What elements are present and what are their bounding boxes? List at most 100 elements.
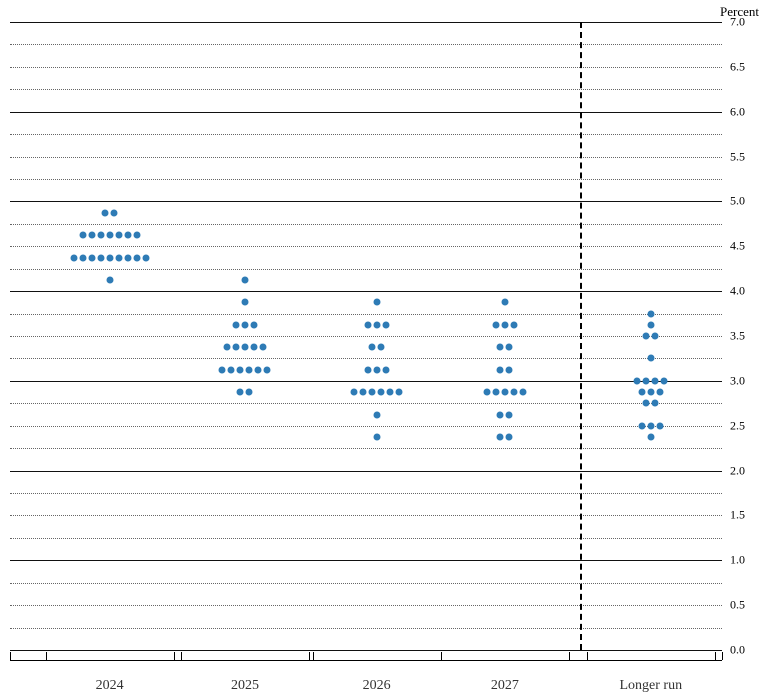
data-dot — [373, 411, 380, 418]
data-dot — [373, 299, 380, 306]
y-tick-label: 5.0 — [730, 194, 745, 209]
data-dot — [232, 344, 239, 351]
gridline-minor — [10, 448, 722, 449]
data-dot — [106, 276, 113, 283]
data-dot — [656, 422, 663, 429]
data-dot — [652, 400, 659, 407]
data-dot — [250, 344, 257, 351]
data-dot — [97, 232, 104, 239]
gridline-minor — [10, 358, 722, 359]
y-tick-label: 4.0 — [730, 284, 745, 299]
x-axis-tick — [309, 652, 310, 660]
gridline-minor — [10, 314, 722, 315]
x-tick-label: Longer run — [620, 678, 683, 694]
y-tick-label: 0.5 — [730, 598, 745, 613]
x-axis-tick — [587, 652, 588, 660]
gridline-minor — [10, 44, 722, 45]
x-axis-tick — [313, 652, 314, 660]
x-axis-line — [10, 660, 722, 661]
data-dot — [79, 254, 86, 261]
gridline-minor — [10, 515, 722, 516]
data-dot — [219, 366, 226, 373]
dot-plot-chart: Percent 0.00.51.01.52.02.53.03.54.04.55.… — [0, 0, 768, 693]
data-dot — [647, 422, 654, 429]
data-dot — [382, 321, 389, 328]
gridline-minor — [10, 403, 722, 404]
data-dot — [106, 232, 113, 239]
y-tick-label: 3.0 — [730, 373, 745, 388]
data-dot — [133, 254, 140, 261]
data-dot — [115, 232, 122, 239]
data-dot — [497, 366, 504, 373]
gridline-minor — [10, 426, 722, 427]
x-axis-tick — [569, 652, 570, 660]
data-dot — [506, 411, 513, 418]
y-tick-label: 0.0 — [730, 643, 745, 658]
data-dot — [106, 254, 113, 261]
data-dot — [237, 366, 244, 373]
data-dot — [652, 333, 659, 340]
data-dot — [232, 321, 239, 328]
data-dot — [264, 366, 271, 373]
data-dot — [241, 321, 248, 328]
data-dot — [246, 366, 253, 373]
data-dot — [647, 310, 654, 317]
data-dot — [501, 321, 508, 328]
x-tick-label: 2026 — [363, 678, 391, 694]
data-dot — [241, 344, 248, 351]
gridline-minor — [10, 605, 722, 606]
x-tick-label: 2027 — [491, 678, 519, 694]
x-tick-label: 2025 — [231, 678, 259, 694]
gridline-minor — [10, 628, 722, 629]
data-dot — [111, 209, 118, 216]
data-dot — [241, 299, 248, 306]
y-tick-label: 2.0 — [730, 463, 745, 478]
gridline-minor — [10, 538, 722, 539]
y-tick-label: 5.5 — [730, 149, 745, 164]
data-dot — [510, 389, 517, 396]
data-dot — [373, 321, 380, 328]
gridline-major — [10, 471, 722, 472]
gridline-minor — [10, 246, 722, 247]
data-dot — [97, 254, 104, 261]
data-dot — [510, 321, 517, 328]
data-dot — [497, 344, 504, 351]
data-dot — [647, 389, 654, 396]
gridline-minor — [10, 179, 722, 180]
data-dot — [634, 377, 641, 384]
data-dot — [88, 232, 95, 239]
data-dot — [378, 344, 385, 351]
y-tick-label: 1.5 — [730, 508, 745, 523]
data-dot — [373, 366, 380, 373]
data-dot — [661, 377, 668, 384]
data-dot — [396, 389, 403, 396]
data-dot — [102, 209, 109, 216]
data-dot — [656, 389, 663, 396]
gridline-major — [10, 201, 722, 202]
gridline-minor — [10, 583, 722, 584]
gridline-minor — [10, 134, 722, 135]
gridline-major — [10, 381, 722, 382]
y-tick-label: 6.0 — [730, 104, 745, 119]
data-dot — [115, 254, 122, 261]
x-axis-tick — [181, 652, 182, 660]
data-dot — [259, 344, 266, 351]
x-axis-tick — [715, 652, 716, 660]
data-dot — [124, 254, 131, 261]
data-dot — [497, 433, 504, 440]
x-axis-tick — [722, 652, 723, 660]
data-dot — [492, 321, 499, 328]
y-tick-label: 3.5 — [730, 329, 745, 344]
data-dot — [647, 321, 654, 328]
y-tick-label: 1.0 — [730, 553, 745, 568]
gridline-major — [10, 22, 722, 23]
data-dot — [124, 232, 131, 239]
data-dot — [133, 232, 140, 239]
data-dot — [483, 389, 490, 396]
data-dot — [250, 321, 257, 328]
gridline-minor — [10, 493, 722, 494]
data-dot — [638, 422, 645, 429]
y-tick-label: 2.5 — [730, 418, 745, 433]
data-dot — [643, 377, 650, 384]
data-dot — [79, 232, 86, 239]
